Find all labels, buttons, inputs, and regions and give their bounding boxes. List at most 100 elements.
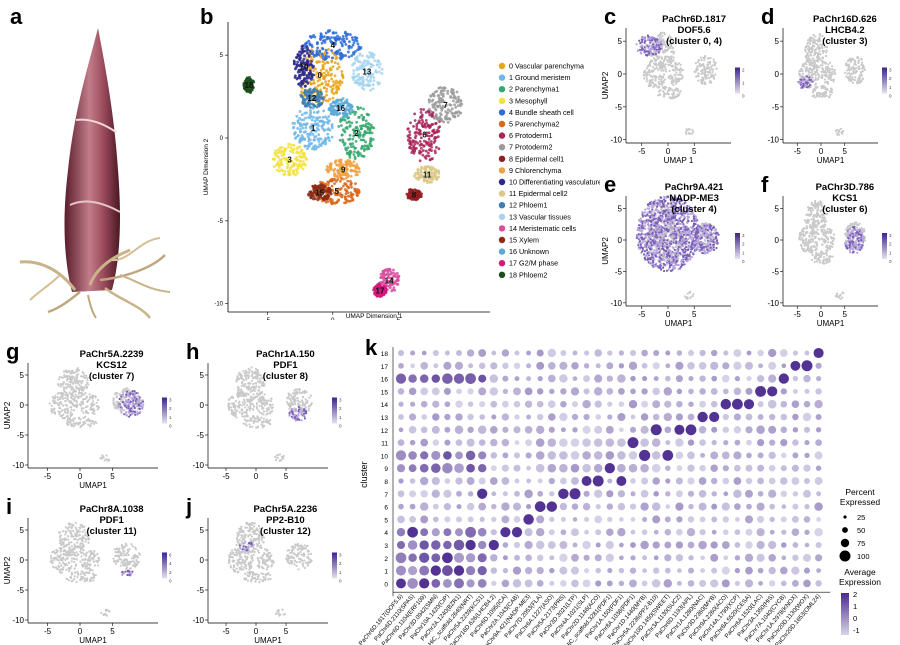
y-tick-label: 0 — [200, 556, 205, 565]
cell-points — [642, 31, 718, 135]
legend-entry-18: 18 Phloem2 — [509, 270, 547, 279]
cluster-label-1: 1 — [311, 124, 316, 133]
colorbar-tick-label: 0 — [742, 259, 745, 264]
legend-dot-18 — [498, 271, 506, 278]
cluster-8-points — [405, 187, 423, 202]
x-axis-label: UMAP1 — [254, 636, 282, 645]
cluster-label-6: 6 — [422, 131, 427, 140]
colorbar — [735, 233, 740, 259]
cluster-tick-label: 15 — [381, 389, 389, 396]
legend-entry-14: 14 Meristematic cells — [509, 224, 577, 233]
x-axis-label: UMAP1 — [665, 319, 693, 328]
color-legend-bar — [841, 593, 849, 635]
gene-title-line-2: KCS12 — [96, 360, 127, 371]
panel-label-h: h — [186, 339, 200, 364]
size-legend-dot — [842, 527, 848, 533]
colorbar-tick-label: 2 — [742, 242, 745, 247]
legend-dot-5 — [498, 120, 506, 128]
cluster-label-4: 4 — [331, 41, 336, 50]
cluster-tick-label: 10 — [381, 453, 389, 460]
legend-dot-16 — [498, 248, 506, 255]
colorbar-tick-label: 2 — [889, 76, 892, 81]
size-legend-dot — [839, 550, 851, 562]
gene-column — [639, 349, 651, 587]
panel-f: f -5 0 5 5 0 -5 -10 UMAP1 PaChr3D.786 KCS1 (cluster… — [755, 168, 900, 328]
legend-dot-11 — [498, 190, 506, 197]
panel-label-k: k — [365, 335, 378, 360]
legend-entry-6: 6 Protoderm1 — [509, 131, 553, 140]
cluster-tick-label: 9 — [384, 466, 388, 473]
cell-points — [49, 521, 141, 617]
gene-column — [453, 350, 465, 589]
colorbar — [882, 67, 887, 94]
gene-column — [546, 348, 558, 586]
cluster-label-0: 0 — [317, 71, 322, 80]
gene-title-line-2: LHCB4.2 — [825, 25, 865, 36]
x-tick-label: 0 — [78, 627, 83, 636]
gene-column — [732, 349, 743, 587]
legend-entry-17: 17 G2/M phase — [509, 259, 558, 268]
cell-points — [798, 199, 867, 301]
gene-title-line-2: KCS1 — [832, 193, 858, 204]
y-tick-label: -10 — [767, 299, 779, 308]
colorbar-tick-label: 1 — [742, 81, 745, 86]
x-tick-label: 5 — [843, 147, 848, 156]
cluster-tick-label: 13 — [381, 415, 389, 422]
y-tick-label: -10 — [192, 461, 204, 470]
cluster-tick-label: 17 — [381, 364, 389, 371]
colorbar-tick-label: 2 — [169, 406, 172, 411]
colorbar-tick-label: 2 — [742, 68, 745, 73]
cluster-3-points — [271, 142, 308, 177]
gene-column — [813, 347, 824, 587]
y-tick-label: 0 — [20, 556, 25, 565]
y-tick-label: 5 — [20, 526, 25, 535]
cluster-tick-label: 1 — [384, 569, 388, 576]
y-tick-label: 5 — [200, 371, 205, 380]
y-tick-label: -5 — [772, 267, 780, 276]
size-legend-label: 50 — [857, 526, 865, 535]
size-legend-dot — [843, 515, 847, 519]
feature-plot-e: -5 0 5 5 0 -5 -10 UMAP1 UMAP2 PaChr9A.421NADP-ME3… — [601, 182, 745, 328]
expressing-cells — [635, 34, 664, 57]
y-axis-label: UMAP2 — [601, 237, 610, 265]
x-tick-label: 0 — [819, 147, 824, 156]
cell-points — [227, 366, 313, 463]
legend-dot-14 — [498, 225, 506, 232]
gene-title-line-3: (cluster 0, 4) — [666, 36, 722, 47]
panel-label-a: a — [10, 4, 23, 29]
y-tick-label: -5 — [197, 586, 205, 595]
colorbar-tick-label: 2 — [339, 406, 342, 411]
x-tick-label: 5 — [110, 472, 115, 481]
gene-title-line-1: PaChr1A.150 — [256, 349, 315, 360]
cluster-label-7: 7 — [443, 101, 448, 110]
gene-column — [488, 350, 499, 587]
y-tick-label: -10 — [767, 136, 779, 145]
cluster-9-points — [325, 158, 361, 181]
cluster-11-points — [412, 165, 441, 185]
legend-entry-2: 2 Parenchyma1 — [509, 85, 559, 94]
cluster-12-points — [299, 87, 325, 109]
gene-column — [581, 350, 592, 588]
cluster-4-points — [303, 29, 363, 61]
cluster-label-3: 3 — [287, 156, 292, 165]
y-tick-label: -10 — [610, 136, 622, 145]
cluster-13-points — [351, 51, 384, 92]
gene-title-line-3: (cluster 3) — [822, 36, 867, 47]
gene-title-line-3: (cluster 11) — [87, 526, 137, 537]
y-tick-label: 5 — [20, 371, 25, 380]
x-tick-label: -5 — [222, 627, 230, 636]
x-tick-label: -5 — [794, 310, 802, 319]
panel-d: d -5 0 5 5 0 -5 -10 UMAP1 PaChr16D.626 LHCB4.2 (clu… — [755, 0, 900, 165]
color-legend-label: 0 — [853, 614, 857, 623]
legend-dot-3 — [498, 97, 506, 105]
colorbar-tick-label: 0 — [169, 579, 172, 584]
gene-column — [442, 350, 453, 588]
feature-plot-i: -5 0 5 5 0 -5 -10 UMAP1 UMAP2 PaChr8A.1038PDF1(cl… — [3, 504, 172, 645]
gene-column — [627, 349, 639, 588]
gene-column — [511, 350, 523, 588]
cell-points — [227, 521, 313, 617]
y-tick-label: 0 — [220, 136, 224, 142]
cluster-label-12: 12 — [307, 94, 316, 103]
x-tick-label: 5 — [110, 627, 115, 636]
cluster-label-11: 11 — [423, 170, 432, 179]
